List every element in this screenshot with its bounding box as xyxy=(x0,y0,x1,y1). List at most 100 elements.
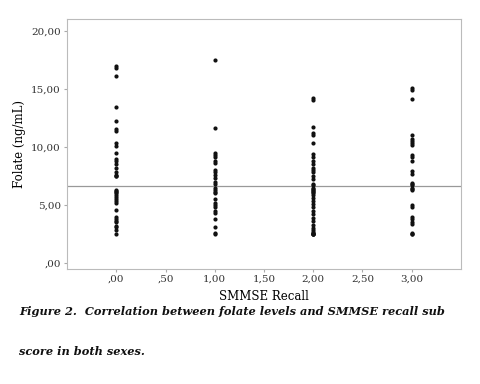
Point xyxy=(309,231,317,237)
Point xyxy=(112,172,120,178)
Point xyxy=(112,143,120,149)
Point xyxy=(211,216,219,222)
X-axis label: SMMSE Recall: SMMSE Recall xyxy=(219,290,309,303)
Point xyxy=(408,220,416,227)
Point xyxy=(309,167,317,173)
Point xyxy=(309,227,317,233)
Point xyxy=(408,158,416,164)
Point xyxy=(211,200,219,206)
Point xyxy=(408,230,416,236)
Point xyxy=(112,118,120,124)
Point xyxy=(309,176,317,182)
Point xyxy=(112,187,120,193)
Point xyxy=(211,196,219,202)
Point xyxy=(309,201,317,207)
Point xyxy=(408,231,416,237)
Point xyxy=(112,207,120,213)
Point xyxy=(309,231,317,237)
Point xyxy=(112,150,120,156)
Point xyxy=(408,96,416,103)
Point xyxy=(309,204,317,210)
Point xyxy=(408,180,416,186)
Point xyxy=(112,104,120,111)
Point xyxy=(408,184,416,190)
Point xyxy=(309,187,317,193)
Point xyxy=(211,202,219,208)
Point xyxy=(408,152,416,158)
Point xyxy=(408,154,416,161)
Point xyxy=(211,167,219,173)
Point xyxy=(408,142,416,148)
Point xyxy=(309,211,317,217)
Point xyxy=(309,95,317,101)
Point xyxy=(309,225,317,231)
Point xyxy=(309,218,317,224)
Point xyxy=(309,169,317,175)
Point xyxy=(309,190,317,196)
Point xyxy=(309,173,317,179)
Point xyxy=(112,173,120,179)
Point xyxy=(408,132,416,138)
Point xyxy=(112,223,120,229)
Point xyxy=(211,175,219,181)
Point xyxy=(408,170,416,177)
Point xyxy=(211,125,219,131)
Point xyxy=(211,57,219,63)
Point xyxy=(408,138,416,144)
Point xyxy=(408,185,416,192)
Point xyxy=(408,87,416,93)
Point xyxy=(408,214,416,220)
Point xyxy=(309,140,317,146)
Point xyxy=(112,126,120,132)
Point xyxy=(112,156,120,162)
Point xyxy=(112,218,120,224)
Point xyxy=(309,151,317,157)
Point xyxy=(112,127,120,134)
Point xyxy=(211,158,219,164)
Point xyxy=(112,173,120,179)
Point xyxy=(309,158,317,164)
Point xyxy=(211,189,219,195)
Point xyxy=(112,219,120,225)
Point xyxy=(408,219,416,225)
Point xyxy=(309,189,317,195)
Point xyxy=(309,199,317,205)
Point xyxy=(309,165,317,171)
Point xyxy=(112,140,120,146)
Point xyxy=(112,189,120,195)
Point xyxy=(309,231,317,237)
Point xyxy=(211,154,219,161)
Point xyxy=(408,202,416,208)
Point xyxy=(408,182,416,188)
Point xyxy=(211,160,219,166)
Point xyxy=(211,208,219,214)
Point xyxy=(112,194,120,200)
Point xyxy=(309,230,317,236)
Point xyxy=(112,192,120,198)
Point xyxy=(408,140,416,146)
Point xyxy=(408,168,416,174)
Point xyxy=(112,73,120,79)
Point xyxy=(112,158,120,164)
Point xyxy=(309,181,317,187)
Point xyxy=(309,195,317,201)
Point xyxy=(309,98,317,104)
Point xyxy=(112,169,120,175)
Point xyxy=(112,165,120,171)
Point xyxy=(112,196,120,202)
Point xyxy=(309,231,317,237)
Point xyxy=(309,130,317,136)
Point xyxy=(211,187,219,193)
Y-axis label: Folate (ng/mL): Folate (ng/mL) xyxy=(12,100,25,188)
Point xyxy=(211,172,219,178)
Point xyxy=(112,216,120,222)
Point xyxy=(408,84,416,91)
Point xyxy=(112,199,120,205)
Point xyxy=(309,228,317,235)
Point xyxy=(211,190,219,196)
Point xyxy=(408,216,416,222)
Point xyxy=(112,161,120,167)
Point xyxy=(112,190,120,196)
Point xyxy=(112,231,120,237)
Point xyxy=(211,179,219,185)
